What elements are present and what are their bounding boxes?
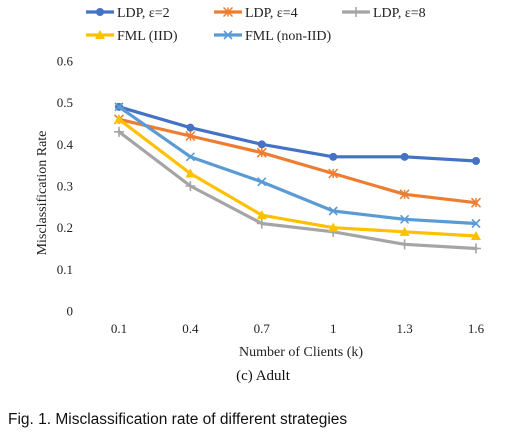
- y-tick-label: 0.6: [57, 54, 74, 69]
- legend-label: LDP, ε=4: [245, 6, 298, 21]
- data-point: [185, 130, 196, 142]
- data-point: [257, 177, 267, 187]
- data-point: [256, 218, 267, 229]
- data-point: [399, 239, 410, 250]
- legend-label: LDP, ε=2: [117, 6, 170, 21]
- x-tick-label: 1.3: [396, 321, 412, 336]
- legend-marker: [96, 8, 104, 16]
- data-point: [185, 168, 196, 178]
- data-point: [256, 210, 267, 220]
- figure-caption: Fig. 1. Misclassification rate of differ…: [8, 411, 348, 428]
- data-point: [114, 102, 124, 112]
- legend-entry: FML (IID): [86, 29, 178, 44]
- data-point: [400, 214, 410, 224]
- legend-label: LDP, ε=8: [373, 6, 426, 21]
- y-tick-label: 0.2: [57, 220, 73, 235]
- series-line: [117, 105, 478, 163]
- data-point: [470, 197, 482, 208]
- data-point: [185, 152, 195, 162]
- data-point: [185, 181, 196, 191]
- data-point: [114, 114, 124, 124]
- y-axis-label: Misclassification Rate: [35, 131, 50, 256]
- data-point: [399, 226, 410, 236]
- y-axis-ticks: 0 0.1 0.2 0.3 0.4 0.5 0.6: [57, 54, 74, 319]
- series-1: [113, 114, 482, 208]
- legend-marker: [223, 30, 233, 40]
- legend-label: FML (IID): [117, 29, 178, 44]
- data-point: [257, 140, 266, 149]
- x-axis-label: Number of Clients (k): [239, 345, 363, 360]
- series-3: [114, 114, 481, 240]
- legend-marker: [222, 6, 234, 18]
- y-tick-label: 0.4: [57, 137, 74, 152]
- series-line: [117, 117, 478, 205]
- series-4: [114, 102, 481, 229]
- data-point: [328, 168, 339, 179]
- legend-marker: [95, 30, 105, 39]
- series-group: [113, 102, 482, 254]
- legend: LDP, ε=2 LDP, ε=4 LDP, ε=8 FML (IID) FML (no…: [86, 6, 426, 44]
- data-point: [328, 206, 338, 216]
- legend-entry: LDP, ε=2: [86, 6, 170, 21]
- data-point: [329, 152, 338, 161]
- legend-marker: [351, 7, 361, 17]
- series-line: [117, 117, 478, 238]
- series-2: [114, 126, 481, 254]
- y-tick-label: 0: [67, 304, 74, 319]
- series-0: [115, 102, 480, 165]
- x-tick-label: 1: [330, 321, 337, 336]
- data-point: [471, 231, 481, 240]
- data-point: [256, 147, 267, 158]
- y-tick-label: 0.3: [57, 179, 73, 194]
- data-point: [114, 126, 124, 137]
- series-line: [117, 105, 478, 226]
- legend-entry: LDP, ε=8: [342, 6, 426, 21]
- x-tick-label: 0.7: [254, 321, 271, 336]
- y-tick-label: 0.5: [57, 95, 73, 110]
- line-chart: LDP, ε=2 LDP, ε=4 LDP, ε=8 FML (IID) FML (no…: [35, 6, 485, 360]
- x-tick-label: 1.6: [468, 321, 485, 336]
- sub-caption: (c) Adult: [236, 368, 290, 384]
- data-point: [471, 243, 481, 254]
- legend-entry: FML (non-IID): [214, 29, 332, 44]
- data-point: [328, 222, 339, 232]
- data-point: [400, 152, 409, 161]
- series-line: [117, 130, 478, 251]
- data-point: [472, 157, 480, 165]
- y-tick-label: 0.1: [57, 262, 73, 277]
- legend-label: FML (non-IID): [245, 29, 332, 44]
- data-point: [186, 123, 195, 132]
- x-tick-label: 0.1: [111, 321, 127, 336]
- legend-entry: LDP, ε=4: [214, 6, 298, 21]
- data-point: [471, 218, 481, 229]
- x-tick-label: 0.4: [182, 321, 199, 336]
- x-axis-ticks: 0.1 0.4 0.7 1 1.3 1.6: [111, 321, 485, 336]
- data-point: [399, 189, 410, 200]
